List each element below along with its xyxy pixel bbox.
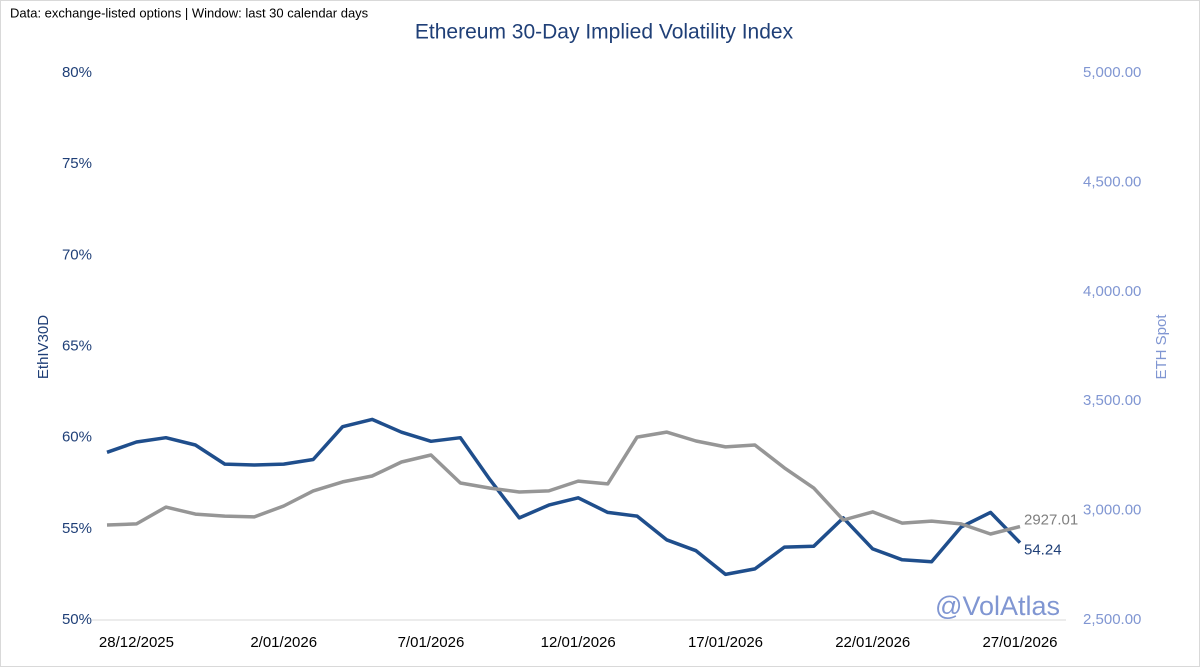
data-label: 54.24 [1024, 542, 1062, 559]
series-line [106, 417, 1022, 577]
series-line [106, 430, 1021, 536]
x-tick-label: 7/01/2026 [398, 634, 465, 651]
chart-subtitle: Data: exchange-listed options | Window: … [10, 5, 369, 20]
y2-tick-label: 2,500.00 [1083, 611, 1141, 628]
x-tick-label: 2/01/2026 [250, 634, 317, 651]
x-tick-label: 12/01/2026 [541, 634, 616, 651]
data-label: 2927.01 [1024, 512, 1078, 529]
x-tick-label: 22/01/2026 [835, 634, 910, 651]
y-tick-label: 55% [62, 520, 92, 537]
y-axis-label: EthIV30D [35, 315, 52, 379]
y2-tick-label: 4,000.00 [1083, 283, 1141, 300]
y2-tick-label: 3,000.00 [1083, 502, 1141, 519]
y-tick-label: 75% [62, 155, 92, 172]
y-tick-label: 65% [62, 337, 92, 354]
x-tick-label: 17/01/2026 [688, 634, 763, 651]
x-tick-label: 27/01/2026 [982, 634, 1057, 651]
y-tick-label: 70% [62, 246, 92, 263]
y2-tick-label: 3,500.00 [1083, 392, 1141, 409]
y-tick-label: 60% [62, 429, 92, 446]
y2-tick-label: 5,000.00 [1083, 64, 1141, 81]
y2-axis-label: ETH Spot [1153, 314, 1170, 380]
chart-title: Ethereum 30-Day Implied Volatility Index [415, 21, 794, 44]
x-tick-label: 28/12/2025 [99, 634, 174, 651]
y-tick-label: 80% [62, 64, 92, 81]
y-tick-label: 50% [62, 611, 92, 628]
watermark: @VolAtlas [935, 591, 1060, 621]
y2-tick-label: 4,500.00 [1083, 173, 1141, 190]
